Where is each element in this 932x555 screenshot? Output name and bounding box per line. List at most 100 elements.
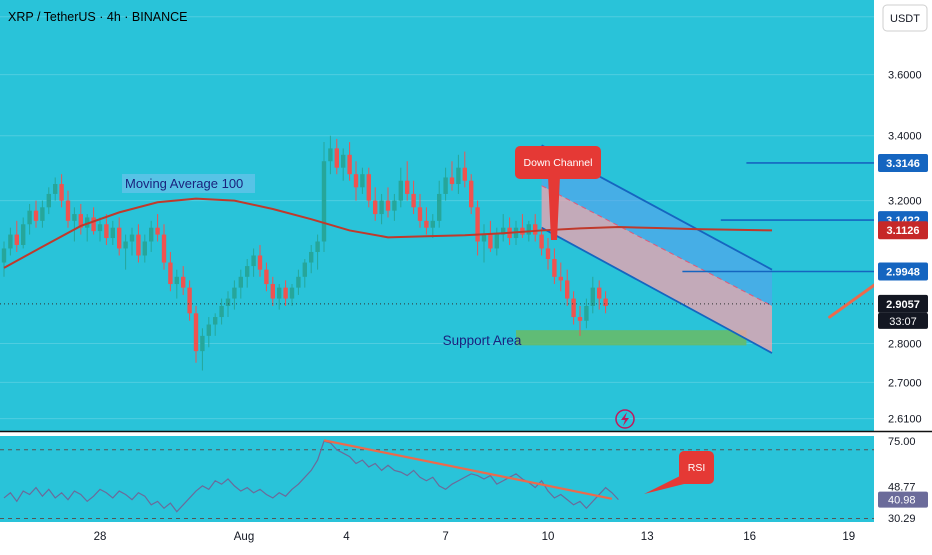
- price-badge-label: 3.1126: [886, 225, 919, 237]
- price-tick-label: 3.6000: [888, 70, 922, 82]
- channel-middle-line: [541, 185, 773, 307]
- time-tick-label: 13: [641, 531, 654, 543]
- candle-body: [539, 234, 544, 249]
- candle-body: [417, 207, 423, 221]
- candle-body: [481, 234, 487, 242]
- candle-body: [277, 287, 282, 299]
- channel-lower-line: [541, 226, 773, 354]
- candle-body: [462, 167, 467, 181]
- candle-body: [475, 207, 480, 242]
- candle-body: [72, 214, 77, 221]
- candle-body: [373, 200, 378, 215]
- candle-body: [603, 298, 608, 306]
- candle-body: [334, 148, 339, 168]
- candle-body: [53, 184, 58, 194]
- candle-body: [552, 259, 557, 277]
- candle-body: [187, 287, 192, 314]
- rsi-badge-label: 40.98: [888, 495, 916, 507]
- candle-body: [251, 255, 256, 267]
- price-badge-label: 2.9057: [886, 299, 920, 311]
- candle-body: [65, 200, 71, 221]
- price-badge-label: 3.3146: [886, 158, 920, 170]
- projection-path: [828, 283, 874, 319]
- time-tick-label: 19: [842, 531, 855, 543]
- candle-body: [270, 284, 275, 299]
- down-channel-callout-pointer: [548, 176, 560, 240]
- rsi-plot: [0, 439, 874, 520]
- price-badge-label: 2.9948: [886, 267, 920, 279]
- candle-body: [405, 180, 410, 194]
- time-tick-label: 4: [343, 531, 350, 543]
- candle-body: [341, 154, 346, 168]
- chart-title: XRP / TetherUS · 4h · BINANCE: [8, 10, 187, 24]
- price-badge: [878, 153, 928, 172]
- candle-body: [155, 227, 160, 235]
- support-area: [516, 330, 747, 346]
- currency-button[interactable]: USDT: [882, 4, 928, 32]
- price-tick-label: 3.2000: [888, 196, 922, 208]
- candle-body: [181, 276, 186, 288]
- candle-body: [149, 227, 154, 242]
- candle-body: [168, 262, 173, 285]
- candle-body: [488, 234, 493, 249]
- down-channel-callout: [515, 146, 601, 179]
- candle-body: [449, 177, 455, 185]
- time-axis-background: [0, 522, 932, 550]
- ma-label-box: [122, 174, 255, 193]
- rsi-pane-background: [0, 436, 874, 522]
- candle-body: [309, 251, 314, 263]
- candle-body: [21, 224, 26, 245]
- rsi-trendline: [323, 439, 613, 500]
- candle-body: [494, 234, 499, 249]
- candle-body: [289, 287, 295, 299]
- candle-body: [558, 276, 563, 281]
- lightning-icon[interactable]: [615, 409, 635, 429]
- candle-body: [219, 305, 224, 318]
- candle-body: [174, 276, 179, 285]
- candle-body: [366, 174, 371, 201]
- down-channel-label: Down Channel: [524, 157, 593, 169]
- support-area-label: Support Area: [443, 333, 522, 348]
- candle-body: [392, 200, 397, 211]
- currency-button-label: USDT: [890, 13, 920, 25]
- rsi-tick-label: 30.29: [888, 513, 916, 525]
- candle-body: [321, 161, 327, 242]
- candle-body: [136, 234, 141, 256]
- channel-upper-fill: [541, 145, 772, 306]
- candle-body: [129, 234, 135, 242]
- candle-body: [443, 177, 448, 194]
- rsi-label: RSI: [688, 462, 706, 474]
- candle-body: [238, 276, 243, 288]
- candle-body: [347, 154, 352, 175]
- time-tick-label: 10: [542, 531, 555, 543]
- candle-body: [104, 224, 109, 239]
- candle-body: [456, 167, 461, 185]
- candle-body: [283, 287, 288, 299]
- candle-body: [437, 193, 442, 221]
- candle-body: [597, 287, 602, 299]
- candle-body: [590, 287, 595, 306]
- grid-lines: [0, 16, 874, 420]
- candle-body: [302, 262, 307, 277]
- candle-body: [8, 234, 13, 249]
- candle-body: [385, 200, 391, 211]
- time-tick-label: Aug: [234, 531, 254, 543]
- candle-body: [213, 317, 218, 325]
- rsi-badge-label: 48.77: [888, 481, 916, 493]
- candle-body: [545, 248, 551, 260]
- candle-body: [225, 298, 231, 306]
- rsi-badge: [878, 491, 928, 508]
- candle-body: [97, 224, 103, 232]
- candle-body: [571, 298, 576, 318]
- candle-body: [398, 180, 403, 201]
- time-tick-label: 7: [442, 531, 448, 543]
- candle-body: [264, 269, 269, 285]
- candle-body: [123, 241, 128, 249]
- candle-body: [85, 217, 90, 228]
- candle-body: [59, 184, 64, 201]
- candle-body: [501, 227, 506, 235]
- candle-body: [565, 280, 570, 299]
- candle-body: [46, 193, 51, 208]
